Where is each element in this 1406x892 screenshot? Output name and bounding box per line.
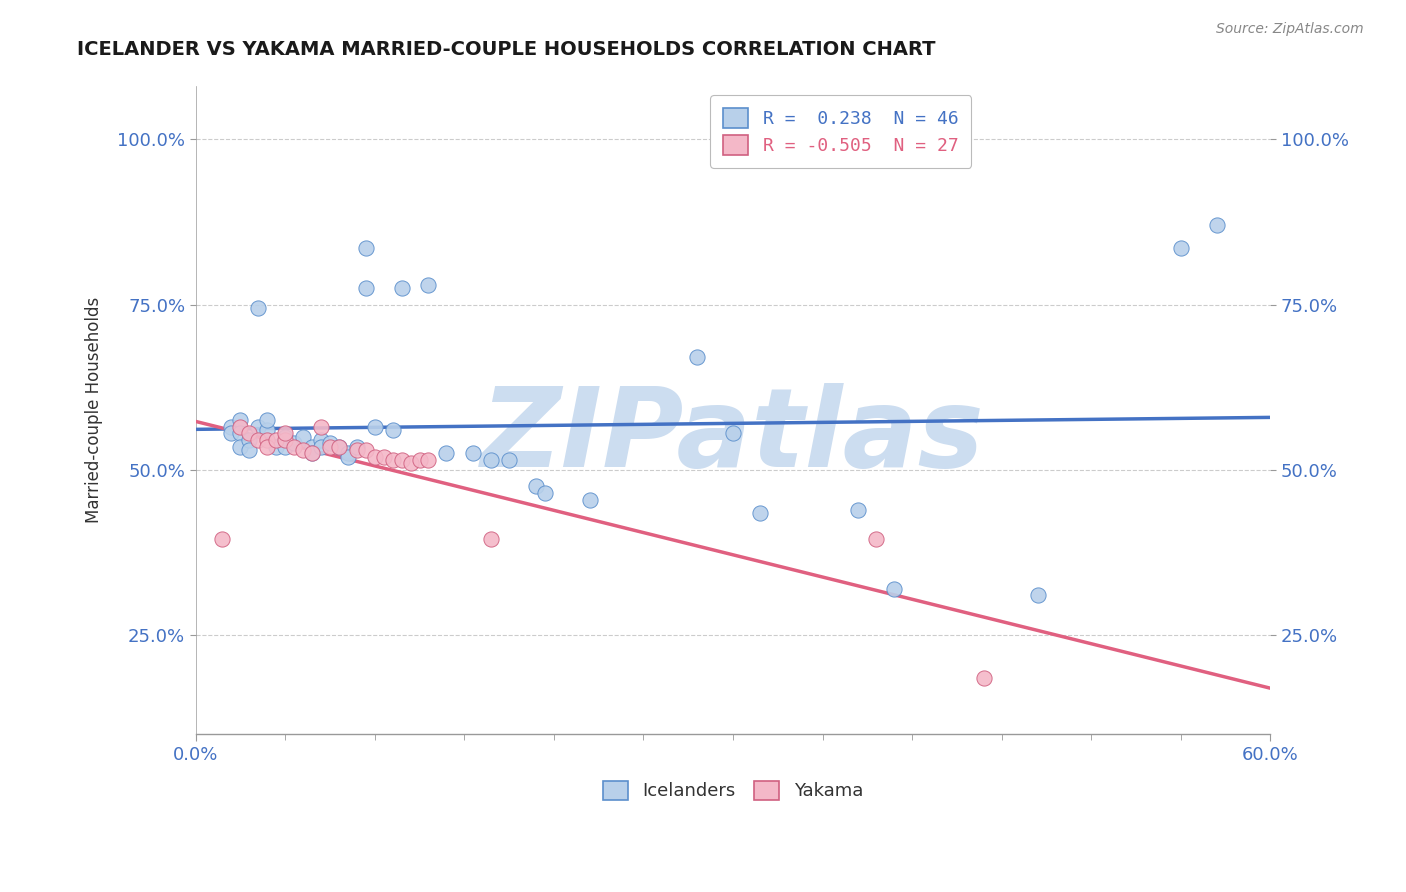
Point [391,453,413,467]
Point [256,423,278,437]
Point [221,426,243,441]
Point [418,453,440,467]
Point [973,671,995,685]
Point [364,450,387,464]
Point [238,442,260,457]
Point [524,479,547,493]
Point [256,433,278,447]
Point [309,420,332,434]
Point [256,413,278,427]
Point [479,453,502,467]
Point [686,351,709,365]
Point [301,440,323,454]
Point [301,446,323,460]
Point [247,420,270,434]
Point [883,582,905,596]
Point [292,430,315,444]
Point [283,440,305,454]
Point [463,446,485,460]
Point [247,301,270,315]
Point [381,453,404,467]
Point [373,450,395,464]
Point [264,440,287,454]
Point [1205,218,1227,232]
Point [848,502,870,516]
Point [238,426,260,441]
Point [346,442,368,457]
Legend: Icelanders, Yakama: Icelanders, Yakama [593,772,872,810]
Point [748,506,770,520]
Point [534,486,557,500]
Point [229,420,252,434]
Point [434,446,457,460]
Point [247,433,270,447]
Point [1026,589,1049,603]
Point [865,533,887,547]
Point [211,533,233,547]
Text: ICELANDER VS YAKAMA MARRIED-COUPLE HOUSEHOLDS CORRELATION CHART: ICELANDER VS YAKAMA MARRIED-COUPLE HOUSE… [77,40,936,59]
Text: Source: ZipAtlas.com: Source: ZipAtlas.com [1216,22,1364,37]
Point [391,281,413,295]
Point [283,436,305,450]
Point [328,440,350,454]
Text: ZIPatlas: ZIPatlas [481,383,984,490]
Point [274,433,297,447]
Point [328,440,350,454]
Point [418,277,440,292]
Point [301,446,323,460]
Point [264,433,287,447]
Point [408,453,430,467]
Point [229,440,252,454]
Point [309,433,332,447]
Point [274,426,297,441]
Point [578,492,600,507]
Point [256,440,278,454]
Point [336,450,359,464]
Point [229,426,252,441]
Point [229,413,252,427]
Point [354,281,377,295]
Point [354,442,377,457]
Point [479,533,502,547]
Point [309,440,332,454]
Point [399,456,422,470]
Point [336,446,359,460]
Point [1170,241,1192,255]
Point [346,440,368,454]
Point [498,453,520,467]
Point [221,420,243,434]
Point [292,442,315,457]
Point [319,436,342,450]
Point [238,433,260,447]
Point [381,423,404,437]
Point [319,440,342,454]
Y-axis label: Married-couple Households: Married-couple Households [86,297,103,524]
Point [364,420,387,434]
Point [274,430,297,444]
Point [274,440,297,454]
Point [354,241,377,255]
Point [721,426,744,441]
